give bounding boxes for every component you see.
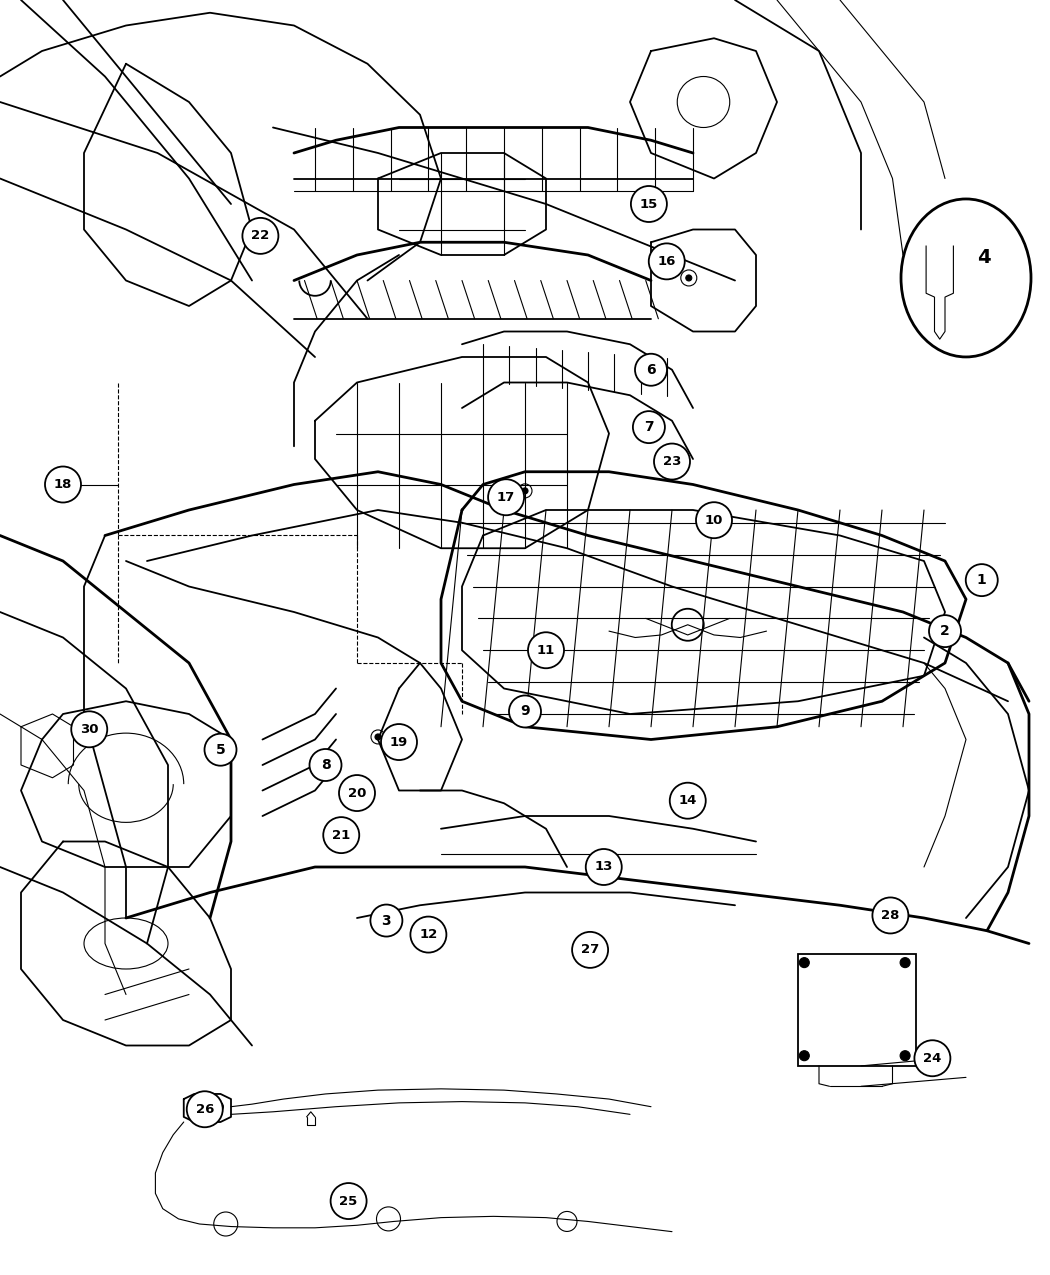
Text: 10: 10 xyxy=(705,514,723,527)
Text: 13: 13 xyxy=(594,861,613,873)
Circle shape xyxy=(572,932,608,968)
Circle shape xyxy=(323,817,359,853)
Circle shape xyxy=(654,444,690,479)
Ellipse shape xyxy=(901,199,1031,357)
Text: 6: 6 xyxy=(646,363,656,376)
Text: 14: 14 xyxy=(678,794,697,807)
Text: 17: 17 xyxy=(497,491,516,504)
Text: 3: 3 xyxy=(381,914,392,927)
Circle shape xyxy=(411,917,446,952)
Text: 4: 4 xyxy=(978,249,991,268)
Circle shape xyxy=(362,785,369,790)
Circle shape xyxy=(187,1091,223,1127)
Text: 28: 28 xyxy=(881,909,900,922)
Text: 5: 5 xyxy=(215,743,226,756)
Text: 25: 25 xyxy=(339,1195,358,1207)
Circle shape xyxy=(339,775,375,811)
Circle shape xyxy=(45,467,81,502)
Circle shape xyxy=(243,218,278,254)
Text: 9: 9 xyxy=(520,705,530,718)
Circle shape xyxy=(915,1040,950,1076)
Circle shape xyxy=(873,898,908,933)
Bar xyxy=(798,954,916,1066)
Text: 27: 27 xyxy=(581,944,600,956)
Circle shape xyxy=(528,632,564,668)
Text: 15: 15 xyxy=(639,198,658,210)
Text: 2: 2 xyxy=(940,625,950,638)
Circle shape xyxy=(509,695,541,728)
Circle shape xyxy=(966,564,997,597)
Circle shape xyxy=(68,482,75,487)
Circle shape xyxy=(686,275,692,280)
Circle shape xyxy=(522,488,528,493)
Circle shape xyxy=(900,1051,910,1061)
Text: 19: 19 xyxy=(390,736,408,748)
Circle shape xyxy=(375,734,381,740)
Text: 7: 7 xyxy=(644,421,654,434)
Circle shape xyxy=(331,1183,366,1219)
Text: 30: 30 xyxy=(80,723,99,736)
Text: 18: 18 xyxy=(54,478,72,491)
Text: 16: 16 xyxy=(657,255,676,268)
Text: 24: 24 xyxy=(923,1052,942,1065)
Circle shape xyxy=(670,783,706,819)
Circle shape xyxy=(696,502,732,538)
Text: 20: 20 xyxy=(348,787,366,799)
Circle shape xyxy=(631,186,667,222)
Circle shape xyxy=(71,711,107,747)
Circle shape xyxy=(586,849,622,885)
Text: 1: 1 xyxy=(976,574,987,586)
Text: 11: 11 xyxy=(537,644,555,657)
Circle shape xyxy=(635,353,667,386)
Circle shape xyxy=(633,411,665,444)
Circle shape xyxy=(799,1051,810,1061)
Circle shape xyxy=(900,958,910,968)
Circle shape xyxy=(205,733,236,766)
Circle shape xyxy=(381,724,417,760)
Text: 12: 12 xyxy=(419,928,438,941)
Circle shape xyxy=(371,904,402,937)
Circle shape xyxy=(488,479,524,515)
Circle shape xyxy=(649,244,685,279)
Text: 22: 22 xyxy=(251,230,270,242)
Text: 26: 26 xyxy=(195,1103,214,1116)
Circle shape xyxy=(310,748,341,782)
Circle shape xyxy=(799,958,810,968)
Text: 8: 8 xyxy=(320,759,331,771)
Circle shape xyxy=(929,615,961,648)
Text: 21: 21 xyxy=(332,829,351,842)
Text: 23: 23 xyxy=(663,455,681,468)
